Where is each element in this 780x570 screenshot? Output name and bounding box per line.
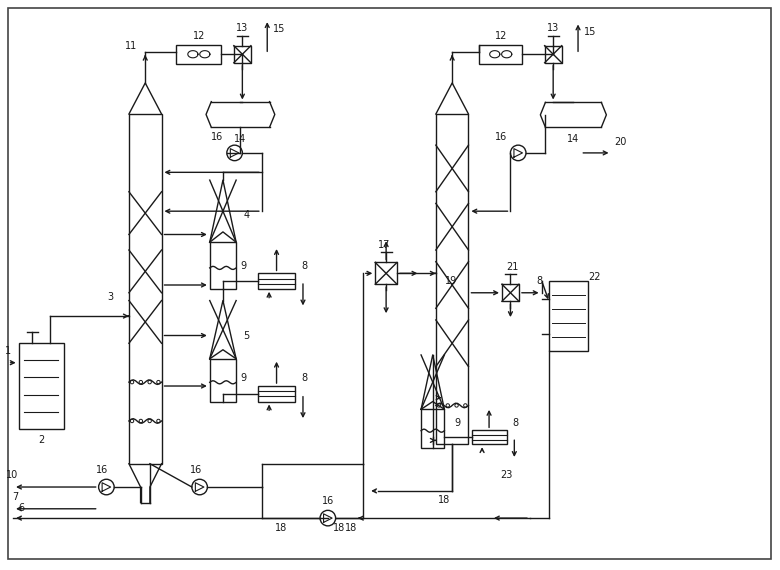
Text: 20: 20 bbox=[614, 137, 626, 147]
Bar bbox=[176, 45, 222, 63]
Text: 16: 16 bbox=[211, 132, 224, 142]
Text: 17: 17 bbox=[378, 239, 391, 250]
Text: 22: 22 bbox=[588, 272, 601, 282]
Bar bbox=[480, 45, 522, 63]
Bar bbox=[421, 409, 445, 448]
Text: 18: 18 bbox=[333, 523, 346, 533]
Text: 8: 8 bbox=[301, 373, 307, 383]
Text: 12: 12 bbox=[495, 31, 507, 40]
Text: 4: 4 bbox=[243, 210, 250, 220]
Text: 7: 7 bbox=[12, 492, 19, 502]
Text: 18: 18 bbox=[345, 523, 357, 533]
Text: 8: 8 bbox=[512, 418, 519, 428]
Text: 21: 21 bbox=[505, 262, 518, 272]
Text: 16: 16 bbox=[495, 132, 507, 142]
Text: 8: 8 bbox=[536, 276, 542, 286]
Text: 6: 6 bbox=[19, 503, 25, 513]
Text: 13: 13 bbox=[547, 23, 559, 33]
Text: 14: 14 bbox=[234, 134, 246, 144]
Bar bbox=[19, 343, 64, 429]
Bar bbox=[258, 386, 295, 401]
Text: 9: 9 bbox=[241, 260, 247, 271]
Text: 5: 5 bbox=[243, 331, 250, 340]
Text: 15: 15 bbox=[583, 27, 596, 38]
Bar bbox=[549, 281, 588, 351]
Bar bbox=[436, 114, 469, 444]
Text: 2: 2 bbox=[38, 435, 44, 445]
Text: 8: 8 bbox=[301, 260, 307, 271]
Bar bbox=[472, 430, 506, 444]
Text: 9: 9 bbox=[241, 373, 247, 383]
Text: 23: 23 bbox=[500, 470, 512, 481]
Text: 11: 11 bbox=[125, 42, 137, 51]
Bar bbox=[210, 242, 236, 289]
Text: 18: 18 bbox=[438, 495, 451, 505]
Text: 1: 1 bbox=[5, 346, 11, 356]
Text: 13: 13 bbox=[236, 23, 249, 33]
Text: 15: 15 bbox=[273, 25, 285, 34]
Text: 10: 10 bbox=[6, 470, 19, 481]
Bar bbox=[210, 359, 236, 401]
Text: 14: 14 bbox=[567, 134, 580, 144]
Text: 9: 9 bbox=[455, 418, 461, 428]
Text: 16: 16 bbox=[321, 496, 334, 506]
Bar bbox=[258, 274, 295, 289]
Bar bbox=[129, 114, 161, 464]
Text: 16: 16 bbox=[190, 465, 202, 475]
Text: 3: 3 bbox=[107, 292, 113, 302]
Text: 19: 19 bbox=[445, 276, 457, 286]
Text: 18: 18 bbox=[275, 523, 287, 533]
Text: 12: 12 bbox=[193, 31, 205, 40]
Text: 16: 16 bbox=[97, 465, 108, 475]
